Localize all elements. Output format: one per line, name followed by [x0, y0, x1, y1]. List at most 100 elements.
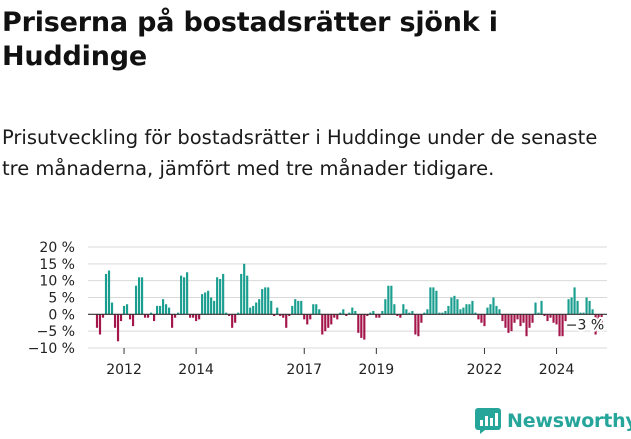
y-tick-label: 0 % — [48, 307, 75, 323]
bar — [375, 314, 378, 318]
bar — [165, 304, 168, 315]
last-value-annotation: −3 % — [566, 317, 604, 333]
newsworthy-logo: Newsworthy — [475, 405, 631, 437]
bar — [519, 314, 522, 327]
bar — [285, 314, 288, 328]
bar — [534, 302, 537, 315]
bar — [372, 310, 375, 315]
bar — [390, 285, 393, 315]
bar — [234, 314, 237, 323]
bar — [324, 314, 327, 332]
bar — [137, 277, 141, 315]
bar — [237, 312, 240, 315]
bar — [492, 297, 495, 315]
bar — [573, 287, 576, 315]
bar — [125, 304, 129, 315]
bar — [531, 314, 534, 323]
x-tick-label: 2014 — [178, 362, 214, 378]
bar — [426, 309, 429, 315]
y-tick-label: 5 % — [48, 291, 75, 307]
bar — [122, 305, 126, 315]
bar — [119, 314, 123, 322]
bar — [294, 299, 297, 315]
bar — [549, 314, 552, 318]
bar — [213, 300, 216, 315]
bar — [594, 314, 597, 335]
bar — [489, 304, 492, 315]
bar — [360, 314, 363, 338]
bar — [345, 314, 348, 317]
bar — [450, 297, 453, 315]
bar — [113, 314, 117, 328]
bar — [240, 273, 243, 315]
bar — [501, 314, 504, 322]
bar — [303, 314, 306, 320]
bar — [327, 314, 330, 328]
bar — [279, 314, 282, 317]
bar — [153, 314, 156, 322]
bar — [582, 312, 585, 315]
bar — [477, 314, 480, 320]
bar — [273, 314, 276, 317]
bar — [444, 310, 447, 315]
bar — [288, 314, 291, 317]
bar — [267, 287, 270, 315]
bar — [333, 314, 336, 318]
bar — [441, 312, 444, 315]
bar — [579, 312, 582, 315]
bar — [348, 312, 351, 315]
bar — [189, 314, 192, 318]
bar — [387, 285, 390, 315]
bar — [315, 304, 318, 315]
bar — [162, 299, 165, 315]
bar — [95, 314, 99, 328]
bar — [180, 275, 183, 315]
bar — [149, 312, 153, 315]
bar — [128, 314, 132, 320]
bar — [381, 310, 384, 315]
bar — [393, 304, 396, 315]
bar — [366, 314, 369, 317]
bar — [486, 307, 489, 315]
bar — [600, 314, 603, 325]
bar — [378, 314, 381, 318]
bar — [183, 277, 186, 315]
bar — [306, 314, 309, 325]
bar — [101, 314, 105, 318]
bar — [140, 277, 144, 315]
bar — [525, 314, 528, 337]
bar — [249, 307, 252, 315]
bar — [522, 314, 525, 323]
bar — [384, 299, 387, 315]
bar — [438, 312, 441, 315]
bar — [168, 307, 171, 315]
bar — [516, 314, 519, 320]
bar — [261, 289, 264, 315]
bar — [546, 314, 549, 322]
bar — [210, 297, 213, 315]
bar — [465, 304, 468, 315]
bar — [228, 314, 231, 317]
bar — [146, 314, 150, 318]
bar — [399, 314, 402, 318]
bar — [336, 314, 339, 320]
bar — [558, 314, 561, 337]
y-tick-label: −5 % — [37, 324, 75, 340]
bar — [276, 307, 279, 315]
bar — [561, 314, 564, 337]
bar — [405, 309, 408, 315]
newsworthy-logo-icon — [475, 408, 501, 434]
bar — [98, 314, 102, 335]
bar — [291, 305, 294, 315]
bar — [219, 278, 222, 315]
bar — [330, 314, 333, 325]
bar — [231, 314, 234, 328]
bar — [417, 314, 420, 337]
x-tick-label: 2022 — [467, 362, 503, 378]
bar — [255, 302, 258, 315]
bar — [585, 297, 588, 315]
bar — [270, 300, 273, 315]
bar — [159, 305, 162, 315]
bar — [243, 263, 246, 315]
bar — [402, 304, 405, 315]
